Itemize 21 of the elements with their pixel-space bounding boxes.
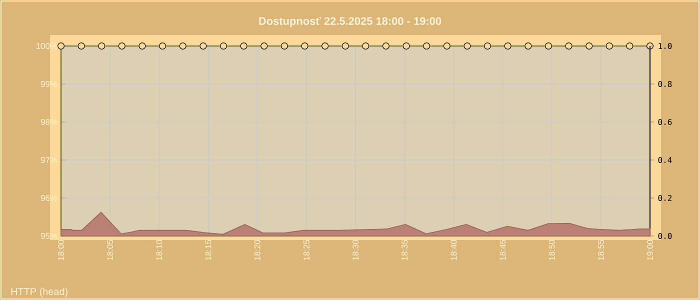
text: HTTP (head) — [11, 288, 68, 297]
x-tick-label: 18:10 — [156, 240, 162, 260]
chart-title: Dostupnosť 22.5.2025 18:00 - 19:00 — [259, 16, 442, 27]
y-tick-label: 100% — [36, 42, 58, 49]
y-tick-label: 99% — [40, 80, 58, 87]
x-tick-label: 18:45 — [500, 240, 506, 260]
x-tick-label: 19:00 — [647, 240, 653, 260]
y-tick-label: 95% — [40, 232, 58, 239]
x-tick-label: 18:30 — [352, 240, 358, 260]
x-tick-label: 18:35 — [402, 240, 408, 260]
y-tick-label: 96% — [40, 194, 58, 201]
x-tick-label: 18:50 — [548, 240, 555, 260]
x-tick-label: 18:25 — [303, 240, 310, 260]
x-tick-label: 18:15 — [205, 240, 212, 260]
x-tick-label: 18:40 — [450, 240, 457, 260]
x-tick-label: 18:20 — [254, 240, 260, 260]
y-tick-label: 97% — [40, 156, 58, 163]
y-tick-label: 98% — [40, 118, 58, 125]
x-tick-label: 18:55 — [598, 240, 604, 260]
x-tick-label: 18:00 — [58, 240, 64, 260]
x-tick-label: 18:05 — [107, 240, 114, 260]
